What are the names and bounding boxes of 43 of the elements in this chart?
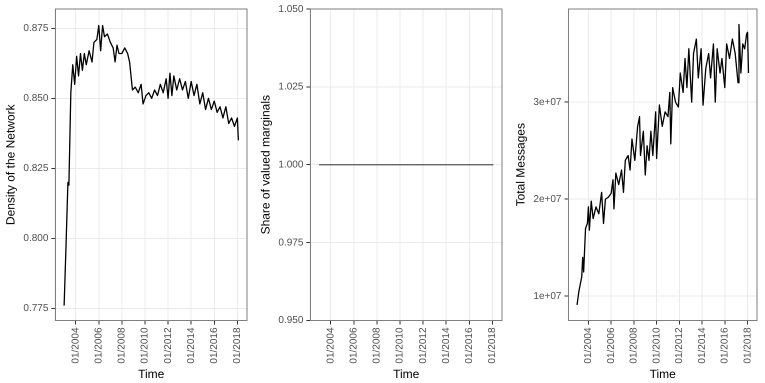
x-tick-label: 01/2010 (394, 327, 406, 364)
x-tick-label: 01/2016 (464, 327, 476, 364)
x-tick-label: 01/2006 (348, 327, 360, 364)
y-tick-label: 1.025 (278, 82, 304, 93)
y-tick-label: 1.000 (278, 159, 304, 170)
x-tick-label: 01/2008 (372, 327, 383, 364)
y-tick-label: 0.775 (23, 303, 49, 314)
y-tick-label: 0.825 (23, 163, 49, 174)
x-tick-label: 01/2014 (186, 327, 197, 364)
x-tick-label: 01/2010 (651, 327, 662, 364)
x-tick-label: 01/2008 (628, 327, 640, 364)
y-tick-label: 1e+07 (533, 290, 562, 302)
x-tick-label: 01/2012 (418, 327, 429, 364)
x-tick-label: 01/2012 (674, 327, 686, 364)
y-axis-title: Total Messages (514, 123, 528, 206)
x-tick-label: 01/2018 (487, 327, 498, 364)
y-tick-label: 0.950 (278, 315, 304, 326)
y-tick-label: 2e+07 (533, 194, 562, 205)
x-tick-label: 01/2018 (742, 327, 754, 364)
x-axis-title: Time (138, 367, 165, 382)
x-tick-label: 01/2016 (720, 327, 731, 364)
y-axis-title: Density of the Network (4, 103, 18, 226)
x-tick-label: 01/2010 (140, 327, 151, 364)
x-tick-label: 01/2014 (696, 327, 708, 364)
x-axis-title: Time (650, 367, 676, 382)
y-tick-label: 1.050 (278, 4, 304, 15)
x-tick-label: 01/2004 (70, 327, 82, 364)
y-tick-label: 0.975 (278, 237, 304, 248)
x-tick-label: 01/2006 (606, 327, 617, 364)
x-tick-label: 01/2018 (232, 327, 244, 364)
x-tick-label: 01/2006 (94, 327, 105, 364)
y-tick-label: 0.800 (23, 233, 49, 244)
y-tick-label: 3e+07 (533, 96, 562, 108)
x-tick-label: 01/2004 (325, 327, 336, 364)
x-tick-label: 01/2012 (162, 327, 174, 364)
x-tick-label: 01/2008 (116, 327, 128, 364)
y-tick-label: 0.875 (23, 23, 49, 34)
y-tick-label: 0.850 (23, 93, 49, 104)
x-tick-label: 01/2016 (209, 327, 220, 364)
x-tick-label: 01/2004 (583, 327, 594, 364)
y-axis-title: Share of valued marginals (258, 95, 273, 234)
x-axis-title: Time (393, 367, 420, 382)
x-tick-label: 01/2014 (440, 327, 452, 364)
